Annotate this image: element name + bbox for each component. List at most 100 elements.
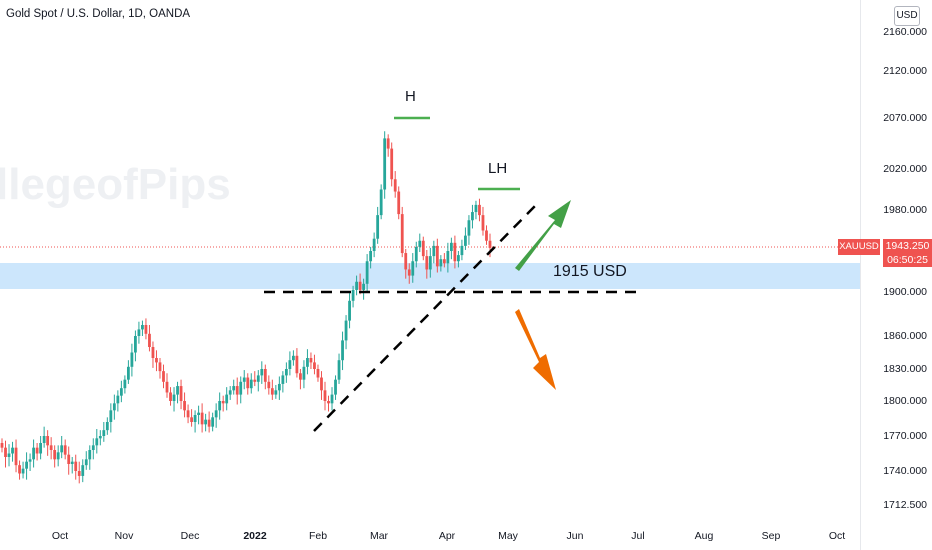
symbol-tag: XAUUSD <box>838 239 880 255</box>
candle-body <box>77 471 81 476</box>
candle-body <box>386 138 390 149</box>
candle-body <box>232 386 236 391</box>
candle-body <box>281 375 285 384</box>
candle-body <box>95 438 99 446</box>
candle-body <box>179 386 183 401</box>
price-axis[interactable]: 2160.000 2120.000 2070.000 2020.000 1980.000… <box>860 0 932 550</box>
candle-body <box>49 445 53 450</box>
candle-body <box>407 269 411 276</box>
bearish-arrow <box>515 309 556 390</box>
candle-body <box>67 454 71 464</box>
candle-body <box>81 465 85 476</box>
candle-body <box>200 412 204 425</box>
candle-body <box>14 447 18 466</box>
candle-body <box>330 394 334 404</box>
candle-body <box>155 358 158 363</box>
candle-body <box>418 240 422 247</box>
candle-body <box>7 453 11 457</box>
candle-body <box>4 447 7 457</box>
candle-body <box>56 452 60 460</box>
candle-body <box>435 245 439 267</box>
candle-body <box>25 461 28 469</box>
candle-body <box>242 377 246 382</box>
candle-body <box>306 358 309 367</box>
chart-title: Gold Spot / U.S. Dollar, 1D, OANDA <box>6 8 191 20</box>
candle-body <box>337 360 341 380</box>
candle-body <box>204 419 208 425</box>
candle-body <box>449 242 453 251</box>
price-tick-label: 1800.000 <box>883 395 927 407</box>
candle-body <box>320 377 323 391</box>
candle-body <box>425 256 429 270</box>
candle-body <box>432 245 436 257</box>
candle-body <box>21 468 25 474</box>
candle-body <box>249 379 253 389</box>
candle-body <box>148 333 151 347</box>
lower-high-label: LH <box>488 160 508 177</box>
candle-body <box>207 419 211 427</box>
candle-body <box>63 445 67 455</box>
candle-body <box>32 447 35 460</box>
candle-body <box>193 415 197 422</box>
candle-body <box>390 148 394 180</box>
time-tick-label: May <box>498 530 518 542</box>
candle-body <box>284 369 288 376</box>
candle-body <box>91 445 95 450</box>
candle-body <box>112 403 116 411</box>
candle-body <box>246 377 250 389</box>
candle-body <box>474 204 478 213</box>
last-price-value: 1943.250 <box>885 240 930 252</box>
candle-body <box>35 447 39 454</box>
candle-body <box>162 371 165 382</box>
candle-body <box>119 388 123 396</box>
candle-body <box>134 336 137 353</box>
candle-body <box>214 410 218 418</box>
currency-selector[interactable]: USD <box>894 6 920 26</box>
candle-body <box>225 394 229 404</box>
candle-body <box>277 383 281 391</box>
price-tick-label: 1900.000 <box>883 286 927 298</box>
candle-body <box>464 235 467 246</box>
candle-body <box>334 379 337 395</box>
time-tick-label: Mar <box>369 530 389 542</box>
candle-body <box>235 386 239 395</box>
candle-body <box>130 352 134 367</box>
candle-body <box>123 379 127 389</box>
price-tick-label: 1830.000 <box>883 363 927 375</box>
time-tick-label: Nov <box>114 530 134 542</box>
price-tick-label: 2020.000 <box>883 163 927 175</box>
price-tick-label: 1980.000 <box>883 204 927 216</box>
candle-body <box>105 422 109 431</box>
candle-body <box>428 256 432 270</box>
candle-body <box>256 375 260 382</box>
candle-body <box>263 369 267 382</box>
candle-body <box>453 242 457 262</box>
candle-body <box>323 390 327 401</box>
bullish-arrow <box>515 200 571 271</box>
candle-body <box>267 381 271 389</box>
candle-body <box>169 392 172 401</box>
candle-body <box>274 390 278 395</box>
candle-body <box>478 204 481 216</box>
time-tick-label: Dec <box>180 530 200 542</box>
candle-body <box>42 436 46 443</box>
candle-body <box>372 238 376 251</box>
candle-body <box>376 215 380 239</box>
candle-body <box>309 358 313 363</box>
candle-body <box>88 450 92 460</box>
candle-body <box>190 417 193 422</box>
candle-body <box>439 259 443 267</box>
time-tick-label: Apr <box>438 530 456 542</box>
candle-body <box>481 215 485 231</box>
candle-body <box>313 362 316 369</box>
candle-body <box>295 355 299 374</box>
candle-body <box>126 366 130 380</box>
candle-body <box>362 283 366 290</box>
candle-body <box>467 220 471 236</box>
candle-body <box>221 401 225 404</box>
candle-body <box>102 430 106 436</box>
candle-body <box>457 255 460 262</box>
candle-body <box>60 445 64 453</box>
price-tick-label: 1740.000 <box>883 465 927 477</box>
